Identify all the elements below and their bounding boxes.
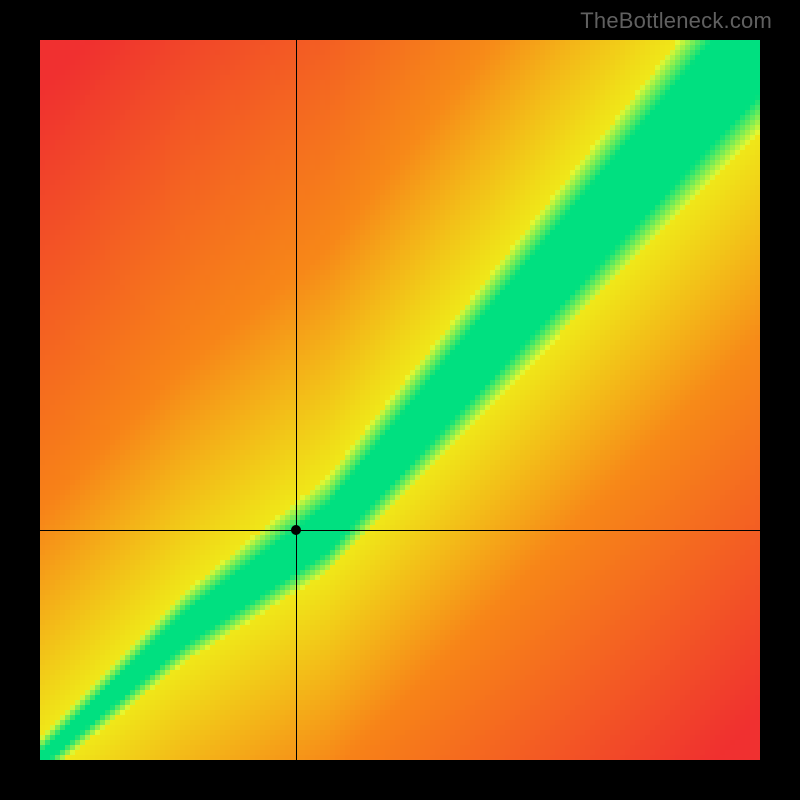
bottleneck-heatmap [40,40,760,760]
crosshair-vertical [296,40,297,760]
selection-marker [291,525,301,535]
plot-frame [40,40,760,760]
crosshair-horizontal [40,530,760,531]
watermark-text: TheBottleneck.com [580,8,772,34]
